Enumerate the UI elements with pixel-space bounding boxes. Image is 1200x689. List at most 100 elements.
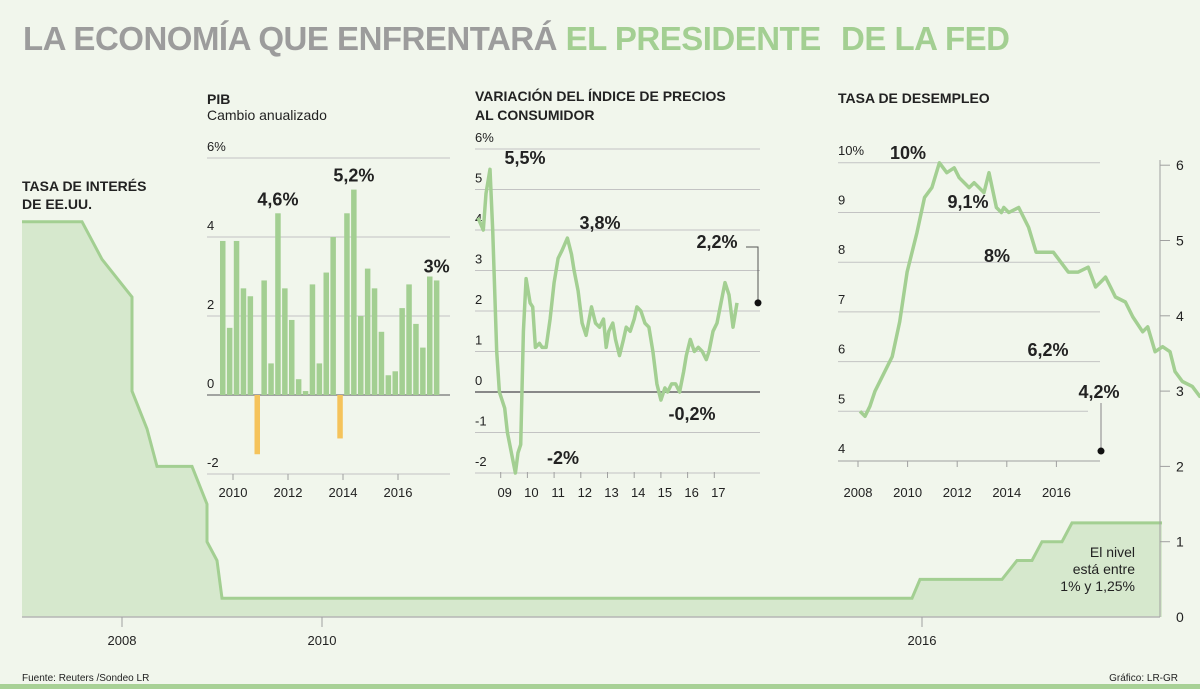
cpi-data-label: 5,5% (504, 148, 545, 168)
gdp-subtitle: Cambio anualizado (207, 107, 327, 123)
gdp-bar (413, 323, 419, 395)
gdp-bar (268, 363, 274, 395)
interest-title-line-1: TASA DE INTERÉS (22, 178, 146, 194)
interest-annotation: 1% y 1,25% (1060, 578, 1135, 594)
title-part-1: LA ECONOMÍA QUE ENFRENTARÁ (23, 20, 557, 57)
cpi-x-tick-label: 12 (578, 485, 592, 500)
bottom-rule (0, 684, 1200, 689)
cpi-line (476, 167, 739, 475)
unemp-data-label: 9,1% (947, 192, 988, 212)
cpi-title-line-1: VARIACIÓN DEL ÍNDICE DE PRECIOS (475, 87, 726, 104)
gdp-bar (316, 363, 323, 395)
gdp-y-tick-label: -2 (207, 455, 219, 470)
cpi-leader-line (746, 246, 759, 303)
gdp-bar (427, 276, 433, 395)
interest-y-tick-label: 5 (1176, 233, 1184, 249)
interest-x-tick-label: 2010 (308, 633, 337, 648)
cpi-y-tick-label: 6% (475, 130, 494, 145)
cpi-x-tick-label: 14 (631, 485, 645, 500)
unemp-title: TASA DE DESEMPLEO (838, 90, 990, 106)
unemp-x-tick-label: 2010 (893, 485, 922, 500)
interest-y-tick-label: 3 (1176, 383, 1184, 399)
gdp-bar (364, 268, 371, 395)
interest-y-tick-label: 1 (1176, 534, 1184, 550)
gdp-y-tick-label: 2 (207, 297, 214, 312)
cpi-title-line-2: AL CONSUMIDOR (475, 107, 595, 123)
gdp-bar (323, 272, 329, 395)
gdp-bar (254, 395, 260, 455)
interest-annotation: El nivel (1090, 544, 1135, 560)
gdp-bar (330, 237, 336, 395)
unemp-data-label: 4,2% (1078, 382, 1119, 402)
cpi-y-tick-label: 5 (475, 171, 482, 186)
cpi-y-tick-label: 3 (475, 252, 482, 267)
cpi-data-label: 2,2% (696, 232, 737, 252)
gdp-bar (406, 284, 412, 395)
gdp-bar (371, 288, 378, 395)
cpi-end-dot (754, 299, 762, 307)
gdp-y-tick-label: 6% (207, 139, 226, 154)
gdp-x-tick-label: 2014 (329, 485, 358, 500)
cpi-x-tick-label: 15 (658, 485, 672, 500)
gdp-bar (261, 280, 267, 395)
gdp-data-label: 4,6% (257, 189, 298, 209)
gdp-bar (399, 308, 405, 395)
gdp-title: PIB (207, 91, 230, 107)
interest-title-line-2: DE EE.UU. (22, 196, 92, 212)
gdp-bar (220, 240, 226, 395)
unemp-x-tick-label: 2016 (1042, 485, 1071, 500)
gdp-bar (337, 395, 343, 439)
gdp-bar (309, 284, 316, 395)
gdp-y-tick-label: 0 (207, 376, 214, 391)
gdp-bar (378, 331, 385, 395)
unemp-x-tick-label: 2014 (992, 485, 1021, 500)
gdp-data-label: 3% (424, 256, 450, 276)
gdp-data-label: 5,2% (333, 166, 374, 186)
gdp-bar (358, 316, 364, 395)
interest-x-tick-label: 2016 (908, 633, 937, 648)
gdp-y-tick-label: 4 (207, 218, 214, 233)
unemp-data-label: 8% (984, 246, 1010, 266)
interest-annotation: está entre (1073, 561, 1135, 577)
cpi-x-tick-label: 09 (497, 485, 511, 500)
gdp-bar (275, 213, 281, 395)
gdp-bar (295, 379, 302, 395)
gdp-bar (289, 319, 295, 395)
page-title: LA ECONOMÍA QUE ENFRENTARÁ EL PRESIDENTE… (23, 20, 1010, 58)
gdp-x-tick-label: 2010 (219, 485, 248, 500)
interest-y-tick-label: 0 (1176, 609, 1184, 625)
cpi-data-label: 3,8% (579, 213, 620, 233)
title-part-2: EL PRESIDENTE (565, 20, 822, 57)
gdp-bar (433, 280, 440, 395)
cpi-x-tick-label: 10 (524, 485, 538, 500)
unemp-y-tick-label: 4 (838, 441, 845, 456)
unemp-y-tick-label: 6 (838, 342, 845, 357)
unemp-data-label: 10% (890, 143, 926, 163)
gdp-bar (302, 391, 309, 395)
cpi-data-label: -0,2% (668, 404, 715, 424)
unemp-x-tick-label: 2008 (844, 485, 873, 500)
cpi-y-tick-label: -1 (475, 414, 487, 429)
cpi-x-tick-label: 17 (711, 485, 725, 500)
interest-x-tick-label: 2008 (108, 633, 137, 648)
cpi-y-tick-label: 1 (475, 333, 482, 348)
title-part-3: DE LA FED (841, 20, 1010, 57)
unemp-y-tick-label: 8 (838, 242, 845, 257)
unemp-y-tick-label: 7 (838, 292, 845, 307)
unemp-data-label: 6,2% (1027, 340, 1068, 360)
gdp-bar (344, 213, 350, 395)
interest-y-tick-label: 6 (1176, 157, 1184, 173)
interest-y-tick-label: 4 (1176, 308, 1184, 324)
gdp-bar (351, 189, 357, 395)
interest-rate-line (22, 220, 1162, 600)
interest-y-tick-label: 2 (1176, 458, 1184, 474)
gdp-bar (240, 288, 247, 395)
gdp-bar (392, 371, 398, 395)
cpi-y-tick-label: 2 (475, 292, 482, 307)
cpi-x-tick-label: 13 (604, 485, 618, 500)
unemp-y-tick-label: 5 (838, 391, 845, 406)
cpi-x-tick-label: 16 (684, 485, 698, 500)
cpi-x-tick-label: 11 (551, 485, 565, 500)
gdp-x-tick-label: 2016 (384, 485, 413, 500)
